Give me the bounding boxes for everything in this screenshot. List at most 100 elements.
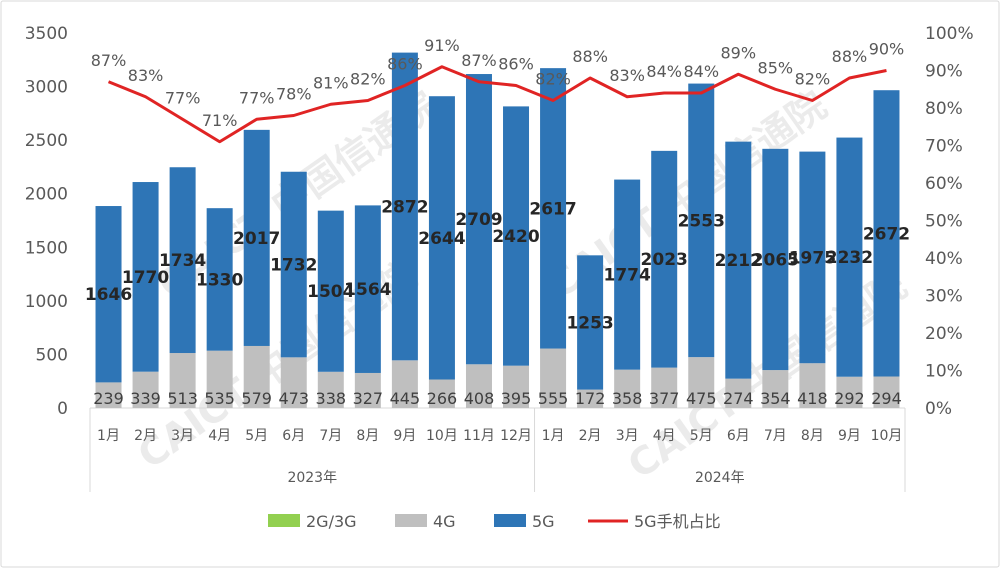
bar-5g xyxy=(132,182,159,372)
data-label-4g: 395 xyxy=(501,389,532,408)
bar-5g xyxy=(688,83,715,358)
bar-4g xyxy=(873,376,900,408)
data-label-4g: 354 xyxy=(760,389,791,408)
legend-swatch xyxy=(268,514,300,527)
y-left-tick-label: 2000 xyxy=(25,185,68,205)
data-label-5g: 1734 xyxy=(159,251,206,271)
bar-5g xyxy=(503,106,530,366)
data-label-5g: 2017 xyxy=(233,229,280,249)
x-tick-label: 4月 xyxy=(653,428,676,444)
data-label-5g-share: 82% xyxy=(795,70,831,89)
data-label-5g: 1646 xyxy=(85,285,132,305)
x-tick-label: 7月 xyxy=(319,428,342,444)
x-tick-label: 3月 xyxy=(616,428,639,444)
axes-layer: 0 500 1000 1500 2000 2500 3000 3500 0% 10% 20% 30% 4… xyxy=(25,24,974,492)
data-label-5g: 2232 xyxy=(826,248,873,268)
data-label-4g: 358 xyxy=(612,389,643,408)
bar-4g xyxy=(614,369,641,408)
x-tick-label: 3月 xyxy=(171,428,194,444)
legend-label: 2G/3G xyxy=(306,512,357,531)
data-label-5g: 1770 xyxy=(122,268,169,288)
bar-5g xyxy=(280,171,307,358)
legend: 2G/3G 4G 5G 5G手机占比 xyxy=(268,512,721,531)
bar-5g xyxy=(651,150,678,368)
y-left-tick-label: 500 xyxy=(36,345,68,365)
x-tick-label: 8月 xyxy=(356,428,379,444)
data-label-5g-share: 86% xyxy=(498,55,534,74)
bar-5g xyxy=(836,137,863,377)
x-tick-label: 8月 xyxy=(801,428,824,444)
data-label-5g-share: 81% xyxy=(313,73,349,92)
data-label-5g-share: 88% xyxy=(572,47,608,66)
x-tick-label: 1月 xyxy=(97,428,120,444)
bar-5g xyxy=(243,129,270,346)
data-label-5g-share: 77% xyxy=(239,88,275,107)
x-tick-label: 11月 xyxy=(463,428,495,444)
bar-4g xyxy=(391,360,418,408)
data-label-5g-share: 83% xyxy=(128,66,164,85)
y-left-tick-label: 3500 xyxy=(25,24,68,44)
bars-layer xyxy=(95,52,900,408)
y-right-tick-label: 0% xyxy=(925,399,952,419)
data-label-5g: 1564 xyxy=(344,280,391,300)
x-tick-label: 6月 xyxy=(727,428,750,444)
data-label-4g: 445 xyxy=(390,389,421,408)
data-label-5g: 2420 xyxy=(492,227,539,247)
legend-swatch xyxy=(395,514,427,527)
data-label-5g: 2617 xyxy=(529,199,576,219)
x-tick-label: 12月 xyxy=(500,428,532,444)
bar-4g xyxy=(428,379,455,408)
y-right-tick-label: 30% xyxy=(925,287,963,307)
y-right-tick-label: 40% xyxy=(925,249,963,269)
data-label-5g-share: 84% xyxy=(683,62,719,81)
x-tick-label: 5月 xyxy=(690,428,713,444)
bar-5g xyxy=(762,148,789,371)
y-right-tick-label: 80% xyxy=(925,99,963,119)
x-tick-label: 6月 xyxy=(282,428,305,444)
x-tick-label: 10月 xyxy=(871,428,903,444)
x-tick-label: 9月 xyxy=(838,428,861,444)
bar-4g xyxy=(577,389,604,408)
bar-4g xyxy=(688,357,715,408)
data-label-5g: 1504 xyxy=(307,282,354,302)
data-label-5g-share: 87% xyxy=(461,51,497,70)
bar-5g xyxy=(169,167,196,354)
bar-4g xyxy=(540,348,567,408)
data-label-5g-share: 91% xyxy=(424,36,460,55)
data-label-5g: 2644 xyxy=(418,229,465,249)
bar-4g xyxy=(354,372,381,408)
legend-item: 5G手机占比 xyxy=(588,512,721,531)
x-tick-label: 7月 xyxy=(764,428,787,444)
x-tick-label: 5月 xyxy=(245,428,268,444)
data-label-4g: 408 xyxy=(464,389,495,408)
data-label-4g: 473 xyxy=(278,389,309,408)
data-labels-layer: 239 339 513 535 579 473 338 327 445 266 408 395 555 1… xyxy=(85,36,910,408)
bar-5g xyxy=(317,210,344,372)
data-label-5g: 1253 xyxy=(566,313,613,333)
legend-label: 5G手机占比 xyxy=(634,512,721,531)
bar-5g xyxy=(799,151,826,364)
data-label-4g: 274 xyxy=(723,389,754,408)
data-label-5g: 2709 xyxy=(455,210,502,230)
data-label-4g: 513 xyxy=(167,389,198,408)
y-right-tick-label: 50% xyxy=(925,212,963,232)
y-right-tick-label: 70% xyxy=(925,137,963,157)
y-left-tick-label: 1500 xyxy=(25,238,68,258)
data-label-5g: 2023 xyxy=(641,250,688,270)
y-left-tick-label: 2500 xyxy=(25,131,68,151)
x-tick-label: 9月 xyxy=(393,428,416,444)
legend-item: 5G xyxy=(494,512,555,531)
bar-4g xyxy=(651,367,678,408)
data-label-5g: 1774 xyxy=(603,266,650,286)
data-label-5g-share: 87% xyxy=(91,51,127,70)
x-group-label: 2023年 xyxy=(287,470,337,486)
data-label-5g: 2553 xyxy=(678,211,725,231)
y-right-tick-label: 20% xyxy=(925,324,963,344)
bar-4g xyxy=(243,345,270,408)
x-tick-label: 10月 xyxy=(426,428,458,444)
bar-5g xyxy=(725,141,752,379)
data-label-4g: 475 xyxy=(686,389,717,408)
data-label-4g: 418 xyxy=(797,389,828,408)
data-label-4g: 377 xyxy=(649,389,680,408)
